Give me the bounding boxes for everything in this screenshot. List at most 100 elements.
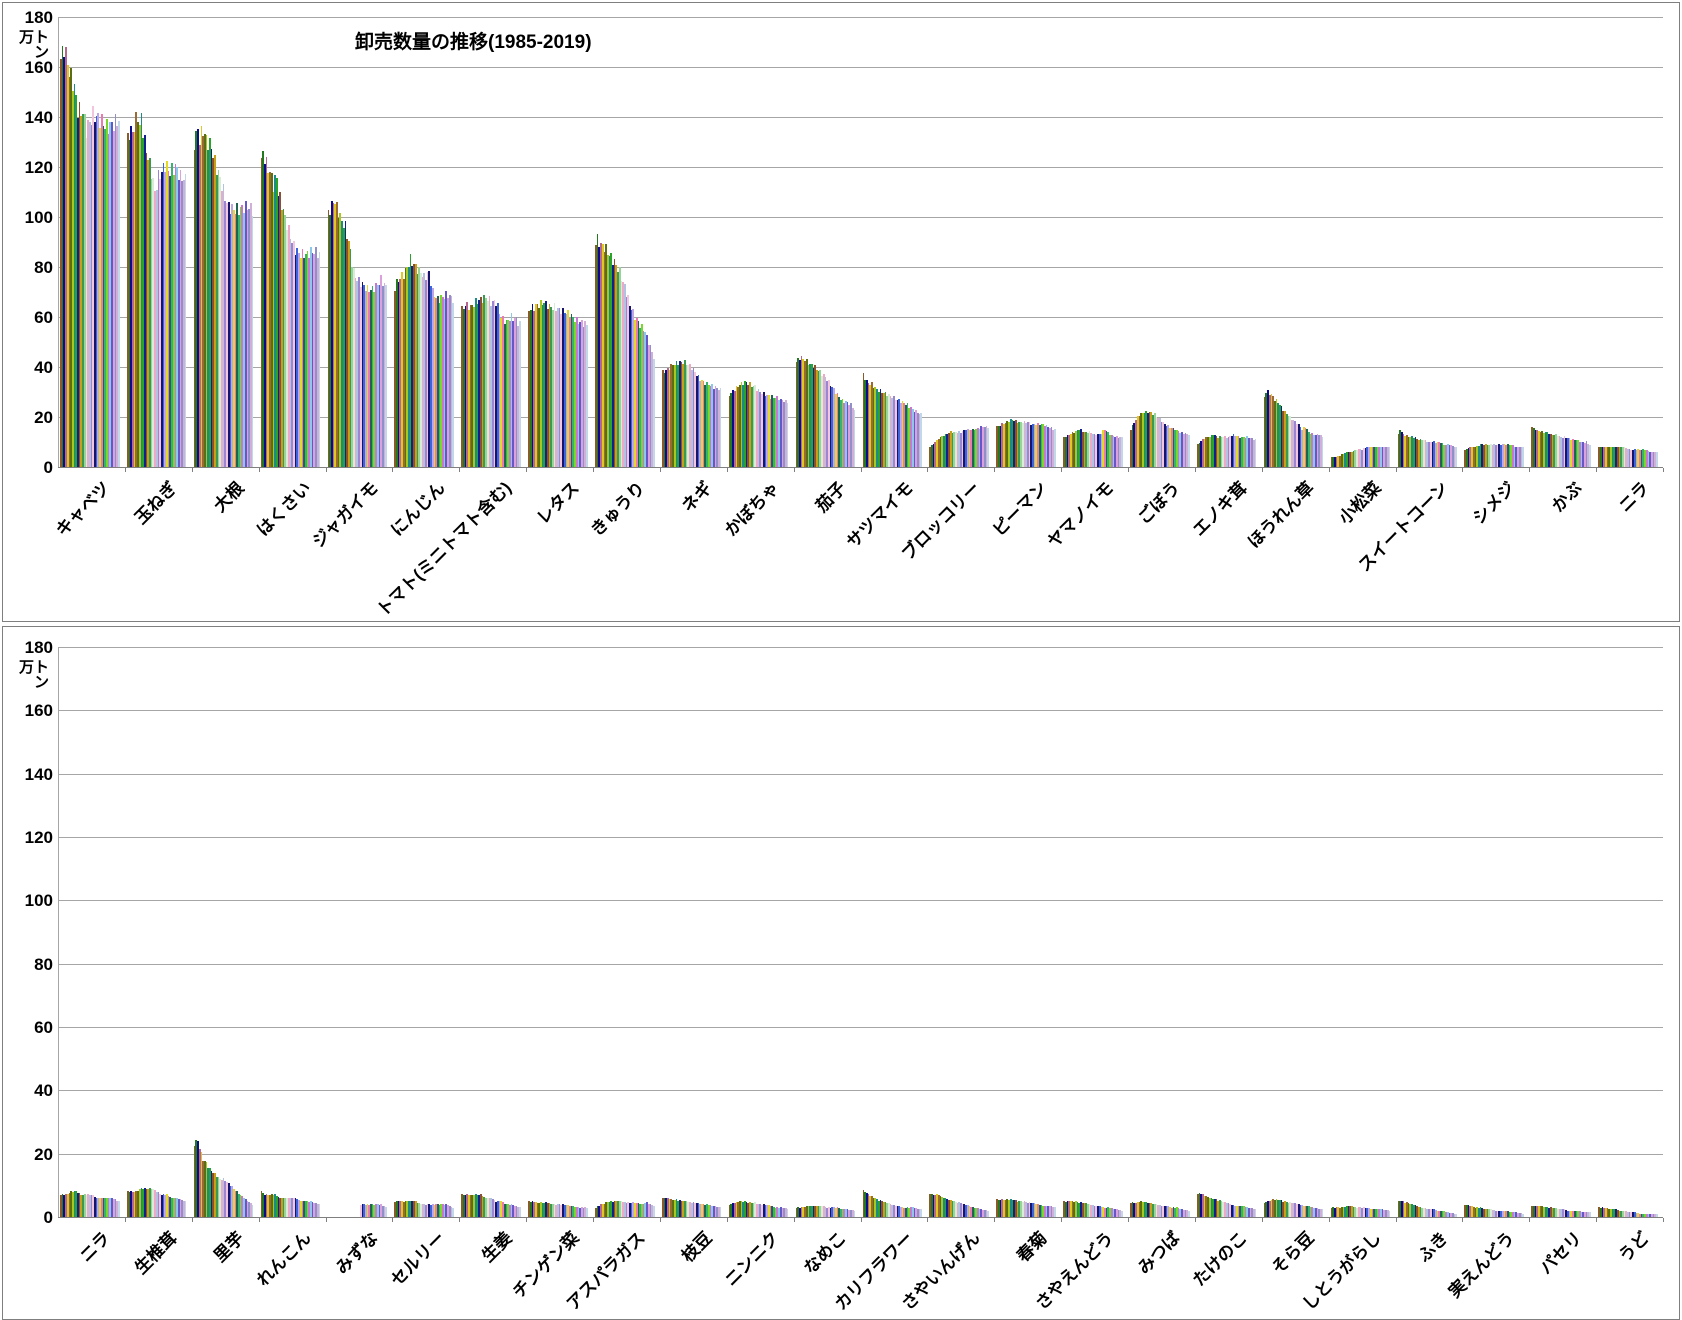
- bar: [917, 1209, 919, 1217]
- bar: [361, 1204, 364, 1217]
- bar: [745, 382, 748, 467]
- x-axis-tick: [192, 468, 193, 472]
- bar: [318, 1204, 321, 1217]
- bar: [786, 1209, 789, 1217]
- bar-cluster: [593, 17, 660, 467]
- bar: [1162, 422, 1165, 467]
- bar: [1357, 449, 1360, 467]
- bar: [448, 295, 451, 467]
- bar: [327, 210, 330, 467]
- bar: [668, 370, 671, 467]
- x-axis-tick: [1061, 1218, 1062, 1222]
- bar: [1568, 1211, 1571, 1217]
- bar: [1373, 1209, 1375, 1217]
- bar: [1316, 434, 1319, 467]
- bar: [1145, 1202, 1148, 1217]
- bar: [411, 1201, 414, 1217]
- bar: [920, 413, 923, 467]
- bar: [1531, 427, 1533, 467]
- bar: [881, 393, 883, 467]
- bar: [505, 320, 508, 467]
- bar: [1610, 1209, 1612, 1217]
- bar: [1541, 431, 1544, 467]
- bar: [346, 239, 348, 467]
- bar: [512, 321, 515, 467]
- x-axis-label: 里芋: [210, 1228, 248, 1266]
- bar: [147, 160, 150, 467]
- bar: [70, 1191, 72, 1217]
- bar: [623, 1202, 626, 1217]
- bar: [931, 445, 933, 467]
- bar: [260, 158, 263, 467]
- bar: [712, 1206, 715, 1217]
- bar: [1135, 420, 1137, 467]
- gridline: [58, 17, 1663, 18]
- bar: [550, 307, 552, 467]
- bar: [1513, 447, 1516, 467]
- bar: [468, 310, 470, 467]
- bar: [1268, 1201, 1271, 1217]
- x-axis-tick: [259, 468, 260, 472]
- bar: [94, 1197, 96, 1217]
- bar: [613, 1201, 616, 1217]
- bar: [891, 1205, 894, 1217]
- bar: [1536, 1206, 1539, 1217]
- bar: [464, 306, 467, 467]
- bar: [766, 1205, 768, 1217]
- bar-cluster: [326, 17, 393, 467]
- bar: [1635, 450, 1638, 467]
- bar: [999, 426, 1002, 467]
- bar: [152, 178, 155, 467]
- bar: [831, 387, 834, 467]
- bar: [939, 1196, 942, 1217]
- bar: [701, 1204, 703, 1217]
- bar: [1555, 1208, 1557, 1217]
- bar: [1436, 442, 1439, 467]
- bar: [538, 308, 541, 467]
- x-axis-tick: [1529, 468, 1530, 472]
- bar: [361, 282, 364, 467]
- bar: [1455, 447, 1458, 467]
- bar: [1544, 432, 1547, 467]
- bar: [1647, 451, 1650, 467]
- bar: [1493, 444, 1496, 467]
- bar: [445, 1204, 448, 1217]
- bar: [87, 1194, 89, 1217]
- bar: [567, 310, 569, 467]
- bar: [169, 1197, 172, 1217]
- bar: [1498, 1211, 1501, 1217]
- bar: [799, 360, 801, 467]
- chart-panel-bottom: 0 20 40 60 80 100 120 140 160 180 万トン ニラ 生椎茸 里芋 れんこん みず…: [2, 626, 1680, 1320]
- bar: [510, 313, 513, 467]
- bar: [1543, 1207, 1545, 1217]
- bar: [409, 254, 412, 467]
- bar: [426, 1204, 429, 1217]
- bar: [551, 310, 554, 467]
- bar-cluster: [1195, 647, 1262, 1217]
- bar: [774, 1208, 777, 1217]
- bar: [1285, 1202, 1288, 1217]
- bar: [219, 177, 221, 467]
- bar: [1656, 452, 1658, 467]
- bar: [1294, 1203, 1297, 1217]
- bar: [1314, 1208, 1317, 1217]
- bar: [728, 396, 731, 467]
- bar: [1414, 1205, 1417, 1217]
- bar: [1506, 1211, 1509, 1217]
- x-axis-tick: [660, 1218, 661, 1222]
- bar: [634, 320, 636, 467]
- bar: [303, 1201, 305, 1217]
- bar: [339, 213, 342, 467]
- bar: [1342, 1207, 1345, 1217]
- bar-cluster: [392, 647, 459, 1217]
- bar: [687, 1202, 690, 1217]
- bar-cluster: [1396, 17, 1463, 467]
- bar: [560, 1205, 563, 1217]
- bar: [580, 320, 583, 467]
- bar: [1407, 437, 1410, 467]
- bar: [961, 431, 964, 467]
- bar: [442, 297, 444, 467]
- bar: [241, 1196, 244, 1217]
- bar: [179, 1199, 182, 1217]
- bar: [1230, 436, 1233, 467]
